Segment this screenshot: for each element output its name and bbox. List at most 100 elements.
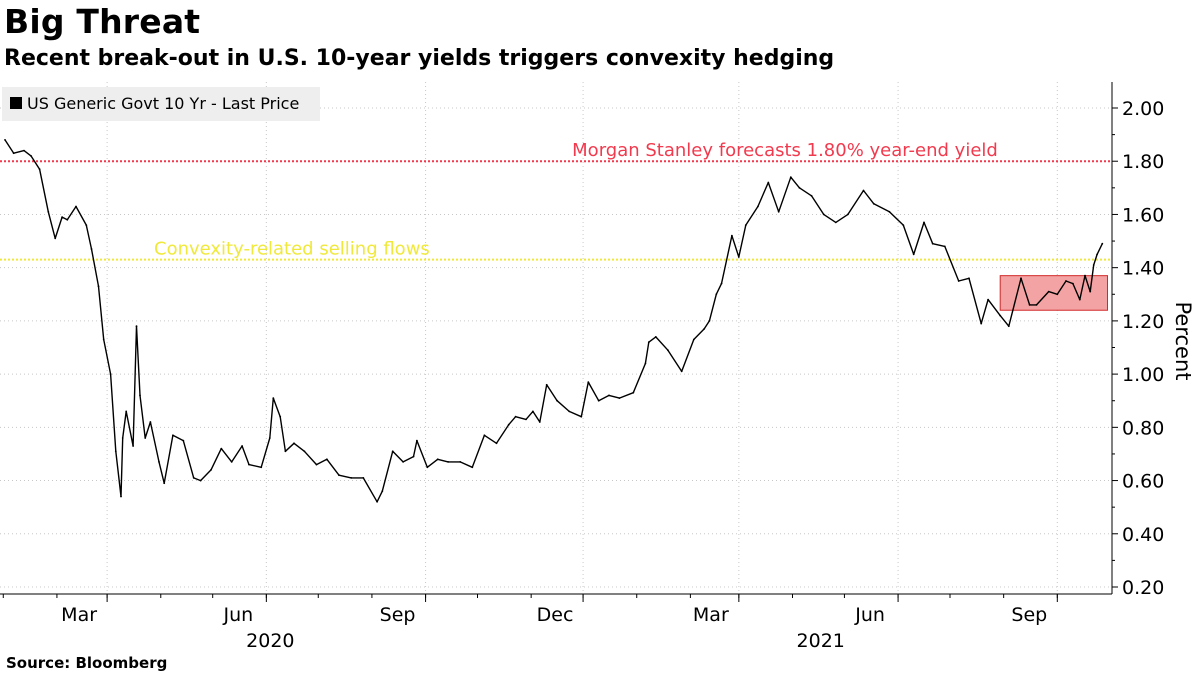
y-tick-label: 1.20 bbox=[1122, 311, 1164, 333]
legend: US Generic Govt 10 Yr - Last Price bbox=[2, 87, 320, 121]
reference-line-label: Morgan Stanley forecasts 1.80% year-end … bbox=[572, 140, 998, 161]
data-point bbox=[1072, 282, 1074, 285]
data-point bbox=[220, 447, 223, 450]
data-point bbox=[54, 237, 57, 240]
data-point bbox=[1028, 304, 1031, 306]
data-point bbox=[315, 463, 318, 466]
data-point bbox=[75, 205, 77, 208]
data-point bbox=[912, 253, 915, 256]
data-point bbox=[163, 482, 166, 485]
y-axis-label: Percent bbox=[1171, 301, 1195, 380]
data-point bbox=[192, 477, 195, 479]
y-tick-label: 0.20 bbox=[1122, 577, 1164, 599]
data-point bbox=[507, 423, 510, 426]
data-point bbox=[708, 320, 711, 322]
data-point bbox=[23, 149, 25, 152]
x-tick-label: Sep bbox=[380, 604, 416, 626]
data-point bbox=[1007, 325, 1010, 328]
data-point bbox=[12, 152, 15, 155]
data-point bbox=[568, 410, 571, 413]
data-point bbox=[1096, 253, 1098, 256]
data-point bbox=[284, 450, 287, 453]
data-point bbox=[412, 455, 415, 458]
data-point bbox=[459, 461, 462, 463]
data-point bbox=[109, 373, 112, 375]
data-point bbox=[125, 410, 128, 413]
data-point bbox=[597, 399, 600, 402]
data-point bbox=[447, 461, 449, 463]
data-point bbox=[532, 410, 534, 413]
data-point bbox=[834, 221, 837, 224]
data-point bbox=[362, 477, 365, 479]
axes: 0.20 0.40 0.60 0.80 1.00 1.20 1.40 1.60 1.80 2.00… bbox=[0, 82, 1164, 652]
data-point bbox=[483, 434, 486, 437]
y-tick-label: 1.40 bbox=[1122, 258, 1164, 280]
data-point bbox=[608, 394, 610, 397]
legend-swatch bbox=[10, 97, 22, 109]
data-point bbox=[862, 189, 865, 192]
data-point bbox=[260, 466, 263, 469]
data-point bbox=[1084, 274, 1086, 277]
data-point bbox=[957, 280, 960, 282]
y-tick-label: 0.80 bbox=[1122, 417, 1164, 439]
data-point bbox=[767, 181, 770, 184]
data-point bbox=[158, 461, 160, 463]
data-point bbox=[720, 282, 723, 285]
y-tick-label: 0.60 bbox=[1122, 471, 1164, 493]
chart-title: Big Threat bbox=[4, 2, 201, 41]
data-point bbox=[587, 381, 590, 383]
data-point bbox=[1047, 290, 1050, 293]
data-point bbox=[680, 370, 683, 373]
y-tick-label: 0.40 bbox=[1122, 524, 1164, 546]
data-point bbox=[943, 245, 946, 248]
data-point bbox=[618, 397, 621, 399]
data-point bbox=[810, 194, 813, 197]
data-point bbox=[1078, 298, 1081, 301]
data-point bbox=[416, 439, 418, 442]
x-tick-label: Jun bbox=[854, 604, 885, 626]
data-point bbox=[888, 210, 891, 213]
data-point bbox=[114, 450, 117, 453]
legend-label: US Generic Govt 10 Yr - Last Price bbox=[27, 94, 299, 113]
x-tick-label: Sep bbox=[1011, 604, 1047, 626]
data-point bbox=[241, 445, 244, 447]
data-point bbox=[230, 461, 233, 463]
year-label: 2021 bbox=[797, 630, 845, 652]
y-tick-label: 2.00 bbox=[1122, 98, 1164, 120]
y-tick-label: 1.60 bbox=[1122, 204, 1164, 226]
data-point bbox=[102, 338, 105, 341]
data-point bbox=[495, 442, 498, 445]
data-point bbox=[999, 314, 1002, 317]
data-point bbox=[757, 205, 759, 208]
data-point bbox=[149, 421, 152, 423]
data-point bbox=[545, 383, 548, 386]
data-point bbox=[968, 277, 970, 280]
data-point bbox=[923, 221, 925, 224]
data-point bbox=[350, 477, 353, 479]
data-point bbox=[248, 463, 250, 466]
data-point bbox=[1065, 280, 1067, 282]
data-point bbox=[402, 461, 404, 463]
data-point bbox=[632, 391, 635, 394]
reference-lines: Morgan Stanley forecasts 1.80% year-end … bbox=[0, 140, 1112, 261]
data-point bbox=[798, 186, 801, 189]
data-point bbox=[182, 439, 185, 442]
data-point bbox=[789, 176, 792, 179]
x-tick-label: Mar bbox=[61, 604, 97, 626]
data-point bbox=[30, 155, 32, 157]
data-point bbox=[1035, 304, 1038, 306]
data-point bbox=[471, 466, 474, 469]
data-point bbox=[210, 469, 212, 471]
data-point bbox=[4, 139, 6, 141]
data-point bbox=[272, 397, 275, 399]
data-point bbox=[703, 328, 706, 330]
data-point bbox=[47, 210, 50, 213]
data-point bbox=[326, 458, 328, 461]
data-point bbox=[737, 256, 740, 258]
data-point bbox=[538, 421, 541, 423]
data-point bbox=[293, 442, 295, 445]
data-point bbox=[38, 168, 41, 171]
data-point bbox=[338, 474, 340, 477]
data-point bbox=[436, 458, 439, 461]
